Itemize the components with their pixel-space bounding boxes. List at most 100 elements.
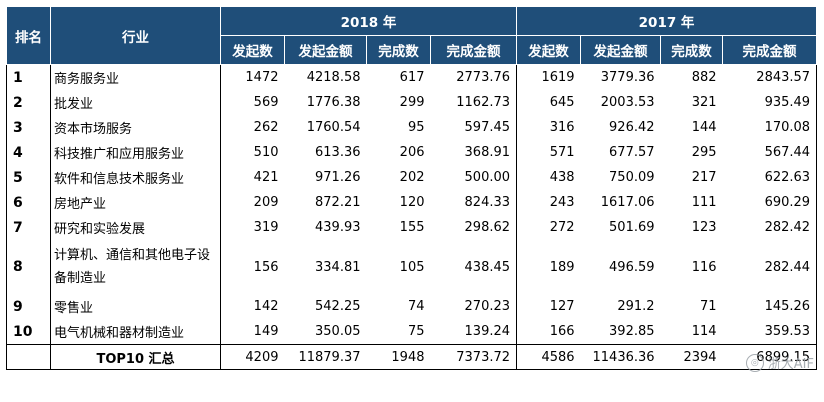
value-cell: 1776.38 [306,95,361,110]
value-cell: 142 [253,299,279,314]
header-2017-done-amount: 完成金额 [722,35,818,65]
value-cell: 438 [516,165,581,190]
rank-cell: 3 [6,115,51,140]
industry-cell: 软件和信息技术服务业 [50,165,221,190]
value-cell: 824.33 [464,195,511,210]
value-cell: 334.81 [315,259,361,275]
value-cell: 567.44 [722,140,818,165]
value-cell: 75 [407,324,425,339]
value-cell: 569 [253,95,279,110]
value-cell: 295 [691,145,717,160]
industry-cell: 商务服务业 [50,64,221,90]
value-cell: 170.08 [722,115,818,140]
industry-cell: 房地产业 [50,190,221,215]
value-cell: 421 [253,170,279,185]
rank-cell: 4 [6,140,51,165]
value-cell: 613.36 [315,145,361,160]
value-cell: 145.26 [722,294,818,319]
header-year-2018: 2018 年 [219,6,518,36]
table-row: 2 批发业 569 1776.38 299 1162.73 645 2003.5… [6,90,818,115]
total-value-cell: 11879.37 [284,344,367,370]
value-cell: 149 [253,324,279,339]
value-cell: 1617.06 [600,195,655,210]
value-cell: 298.62 [464,220,511,235]
value-cell: 116 [691,259,717,275]
header-2017-done-count: 完成数 [660,35,724,65]
value-cell: 750.09 [609,170,655,185]
value-cell: 316 [516,115,581,140]
value-cell: 114 [691,324,717,339]
value-cell: 282.44 [722,240,818,294]
value-cell: 439.93 [315,220,361,235]
table-row: 6 房地产业 209 872.21 120 824.33 243 1617.06… [6,190,818,215]
table-row: 5 软件和信息技术服务业 421 971.26 202 500.00 438 7… [6,165,818,190]
value-cell: 392.85 [609,324,655,339]
watermark: ◎ 浙大AIF [745,353,814,372]
value-cell: 206 [399,145,425,160]
value-cell: 144 [691,120,717,135]
value-cell: 155 [399,220,425,235]
table-row: 7 研究和实验发展 319 439.93 155 298.62 272 501.… [6,215,818,240]
value-cell: 501.69 [609,220,655,235]
value-cell: 971.26 [315,170,361,185]
value-cell: 597.45 [464,120,511,135]
value-cell: 127 [516,294,581,319]
value-cell: 74 [407,299,425,314]
rank-cell: 2 [6,90,51,115]
value-cell: 156 [253,259,279,275]
table-row: 8 计算机、通信和其他电子设备制造业 156 334.81 105 438.45… [6,240,818,294]
value-cell: 496.59 [609,259,655,275]
value-cell: 1472 [245,70,279,85]
value-cell: 4218.58 [306,70,361,85]
table-row: 4 科技推广和应用服务业 510 613.36 206 368.91 571 6… [6,140,818,165]
total-value-cell: 1948 [366,344,431,370]
total-value-cell: 2394 [660,344,723,370]
value-cell: 622.63 [722,165,818,190]
total-value-cell: 11436.36 [580,344,661,370]
watermark-text: 浙大AIF [767,357,814,372]
industry-cell: 资本市场服务 [50,115,221,140]
header-2017-launch-amount: 发起金额 [580,35,662,65]
value-cell: 500.00 [464,170,511,185]
value-cell: 217 [691,170,717,185]
rank-cell: 7 [6,215,51,240]
value-cell: 2003.53 [600,95,655,110]
value-cell: 272 [516,215,581,240]
value-cell: 319 [253,220,279,235]
total-row: TOP10 汇总 4209 11879.37 1948 7373.72 4586… [6,344,818,370]
value-cell: 282.42 [722,215,818,240]
header-2018-done-count: 完成数 [366,35,431,65]
industry-cell: 电气机械和器材制造业 [50,319,221,345]
industry-cell: 计算机、通信和其他电子设备制造业 [50,240,221,294]
value-cell: 270.23 [464,299,511,314]
value-cell: 166 [516,319,581,345]
rank-cell: 9 [6,294,51,319]
value-cell: 2843.57 [722,64,818,90]
value-cell: 209 [253,195,279,210]
header-2018-launch-amount: 发起金额 [284,35,367,65]
value-cell: 1760.54 [306,120,361,135]
industry-cell: 研究和实验发展 [50,215,221,240]
value-cell: 299 [399,95,425,110]
value-cell: 139.24 [464,324,511,339]
value-cell: 120 [399,195,425,210]
total-value-cell: 4209 [220,344,285,370]
value-cell: 95 [407,120,425,135]
value-cell: 243 [516,190,581,215]
table-row: 3 资本市场服务 262 1760.54 95 597.45 316 926.4… [6,115,818,140]
header-2018-done-amount: 完成金额 [429,35,518,65]
value-cell: 571 [516,140,581,165]
value-cell: 872.21 [315,195,361,210]
table-row: 10 电气机械和器材制造业 149 350.05 75 139.24 166 3… [6,319,818,345]
value-cell: 935.49 [722,90,818,115]
industry-cell: 批发业 [50,90,221,115]
value-cell: 321 [691,95,717,110]
header-industry: 行业 [50,6,221,65]
value-cell: 1162.73 [456,95,511,110]
value-cell: 882 [691,70,717,85]
total-value-cell: 7373.72 [430,344,517,370]
total-rank-cell [6,344,51,370]
value-cell: 71 [699,299,717,314]
value-cell: 111 [691,195,717,210]
value-cell: 617 [399,70,425,85]
